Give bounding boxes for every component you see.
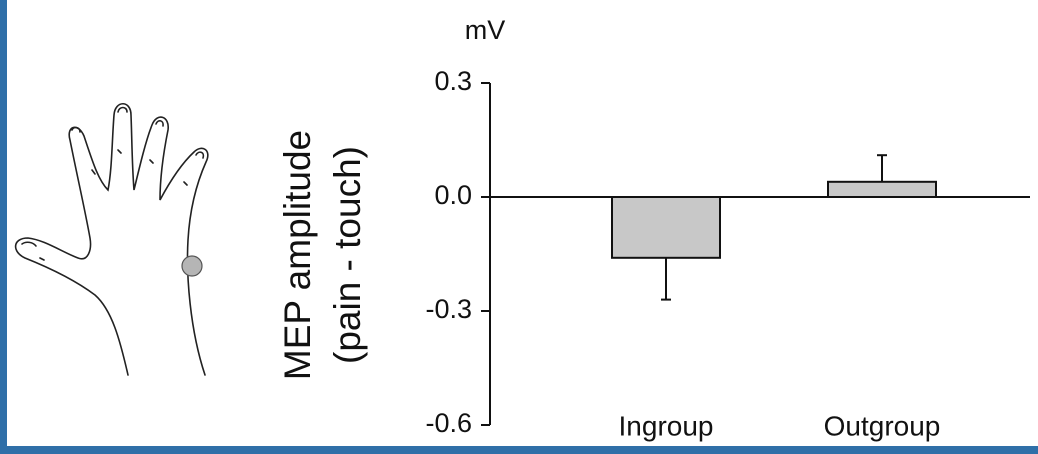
y-tick-label: -0.3 — [425, 294, 472, 324]
x-tick-label: Outgroup — [824, 410, 941, 441]
bar — [611, 196, 721, 259]
frame-left — [0, 0, 7, 454]
y-tick-label: 0.3 — [434, 66, 472, 96]
unit-label: mV — [465, 15, 506, 45]
x-tick-label: Ingroup — [619, 410, 714, 441]
frame-bottom — [0, 446, 1038, 454]
hand-illustration — [14, 102, 209, 376]
y-tick-label: -0.6 — [425, 408, 472, 438]
y-axis-title: MEP amplitude — [277, 130, 318, 380]
y-axis-title: (pain - touch) — [327, 146, 368, 364]
y-tick-label: 0.0 — [434, 180, 472, 210]
electrode-marker — [181, 255, 203, 277]
bar — [827, 180, 937, 199]
